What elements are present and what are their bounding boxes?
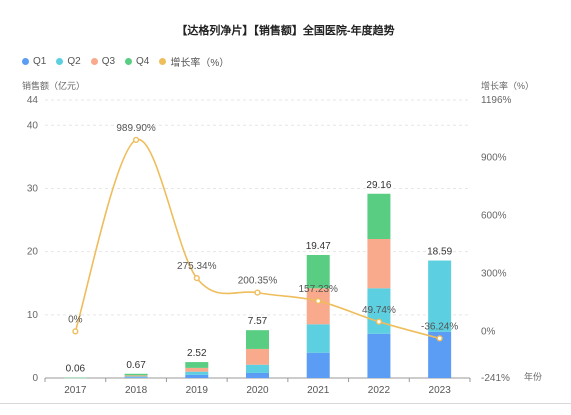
bar-segment (124, 377, 148, 378)
growth-point (132, 136, 140, 143)
growth-line (74, 139, 440, 340)
bar-segment (246, 348, 269, 365)
bar-segment (428, 331, 452, 378)
bar-total-label: 0.67 (126, 360, 146, 371)
growth-point (193, 275, 200, 282)
growth-label: 157.23% (298, 284, 338, 295)
y-tick-label: 0 (32, 373, 38, 384)
legend-item-2[interactable]: Q2 (56, 56, 81, 67)
bar-total-label: 0.06 (66, 364, 86, 375)
bar-segment (367, 193, 391, 239)
legend-marker (22, 58, 29, 65)
bar-segment (63, 377, 87, 379)
bar-segment (185, 371, 209, 375)
bar-segment (246, 372, 269, 378)
chart-title: 【达格列净片】【销售额】全国医院-年度趋势 (176, 25, 395, 37)
legend-label: Q3 (101, 56, 116, 67)
y2-tick-label: 0% (481, 326, 496, 337)
y2-tick-label: 600% (481, 210, 507, 221)
bar-segment (367, 333, 391, 378)
bar-segment (185, 374, 209, 378)
y2-tick-label: 1196% (481, 95, 512, 106)
bar-segment (124, 376, 148, 378)
y2-tick-label: 900% (481, 152, 507, 163)
bar-total-label: 7.57 (248, 316, 268, 327)
bottom-divider (0, 403, 571, 404)
y-tick-label: 30 (27, 183, 39, 194)
bar-segment (428, 260, 452, 332)
bar-total-label: 2.52 (187, 348, 207, 359)
bar-segment (185, 367, 209, 372)
growth-point (72, 328, 79, 335)
bar-segment (185, 362, 209, 368)
legend-label: Q2 (67, 56, 81, 67)
x-axis-title: 年份 (524, 371, 542, 382)
y2-axis-title: 增长率（%） (481, 81, 535, 91)
legend-label: 增长率（%） (170, 58, 230, 69)
bar-total-label: 29.16 (366, 180, 391, 191)
bar-segment (306, 324, 330, 353)
y-tick-label: 20 (27, 247, 39, 258)
bar-total-label: 18.59 (427, 247, 452, 258)
growth-point (254, 289, 261, 296)
bar-segment (367, 239, 391, 289)
growth-label: 989.90% (116, 123, 156, 134)
bar-total-label: 19.47 (306, 241, 331, 252)
legend-label: Q1 (33, 56, 47, 67)
bar-segment (124, 373, 148, 376)
bar-segment (124, 375, 148, 377)
x-tick-label: 2017 (64, 385, 87, 396)
y2-tick-label: 300% (481, 268, 507, 279)
legend-item-3[interactable]: Q3 (90, 56, 116, 67)
x-tick-label: 2019 (186, 385, 209, 396)
legend: Q1 Q2 Q3 Q4 增长率（%） (22, 54, 239, 69)
growth-label: 49.74% (362, 305, 396, 316)
legend-marker (56, 58, 64, 65)
growth-label: 275.34% (177, 261, 217, 272)
growth-point (315, 297, 322, 305)
y-axis-title: 销售额（亿元） (22, 81, 86, 91)
bar-segment (246, 364, 269, 373)
y2-tick-label: -241% (481, 373, 510, 384)
growth-point (436, 335, 443, 342)
growth-label: 200.35% (238, 276, 278, 287)
y-tick-label: 40 (27, 120, 39, 131)
bar-segment (306, 254, 330, 289)
y-tick-label: 10 (27, 310, 39, 321)
x-tick-label: 2023 (429, 385, 452, 396)
growth-label: -36.24% (421, 321, 458, 332)
y-tick-label: 44 (27, 95, 39, 106)
legend-label: Q4 (136, 56, 150, 67)
legend-item-5[interactable]: 增长率（%） (159, 54, 229, 69)
bar-segment (367, 288, 391, 334)
bar-segment (306, 352, 330, 378)
legend-marker (125, 58, 133, 65)
legend-item-4[interactable]: Q4 (125, 56, 149, 67)
growth-point (375, 318, 383, 325)
legend-marker (159, 58, 167, 65)
x-tick-label: 2021 (307, 385, 330, 396)
bar-segment (246, 330, 269, 349)
x-tick-label: 2022 (368, 385, 391, 396)
bar-segment (306, 288, 330, 325)
growth-label: 0% (68, 314, 83, 325)
legend-marker (90, 58, 98, 65)
x-tick-label: 2020 (246, 385, 269, 396)
x-tick-label: 2018 (125, 385, 148, 396)
legend-item-1[interactable]: Q1 (22, 56, 46, 67)
